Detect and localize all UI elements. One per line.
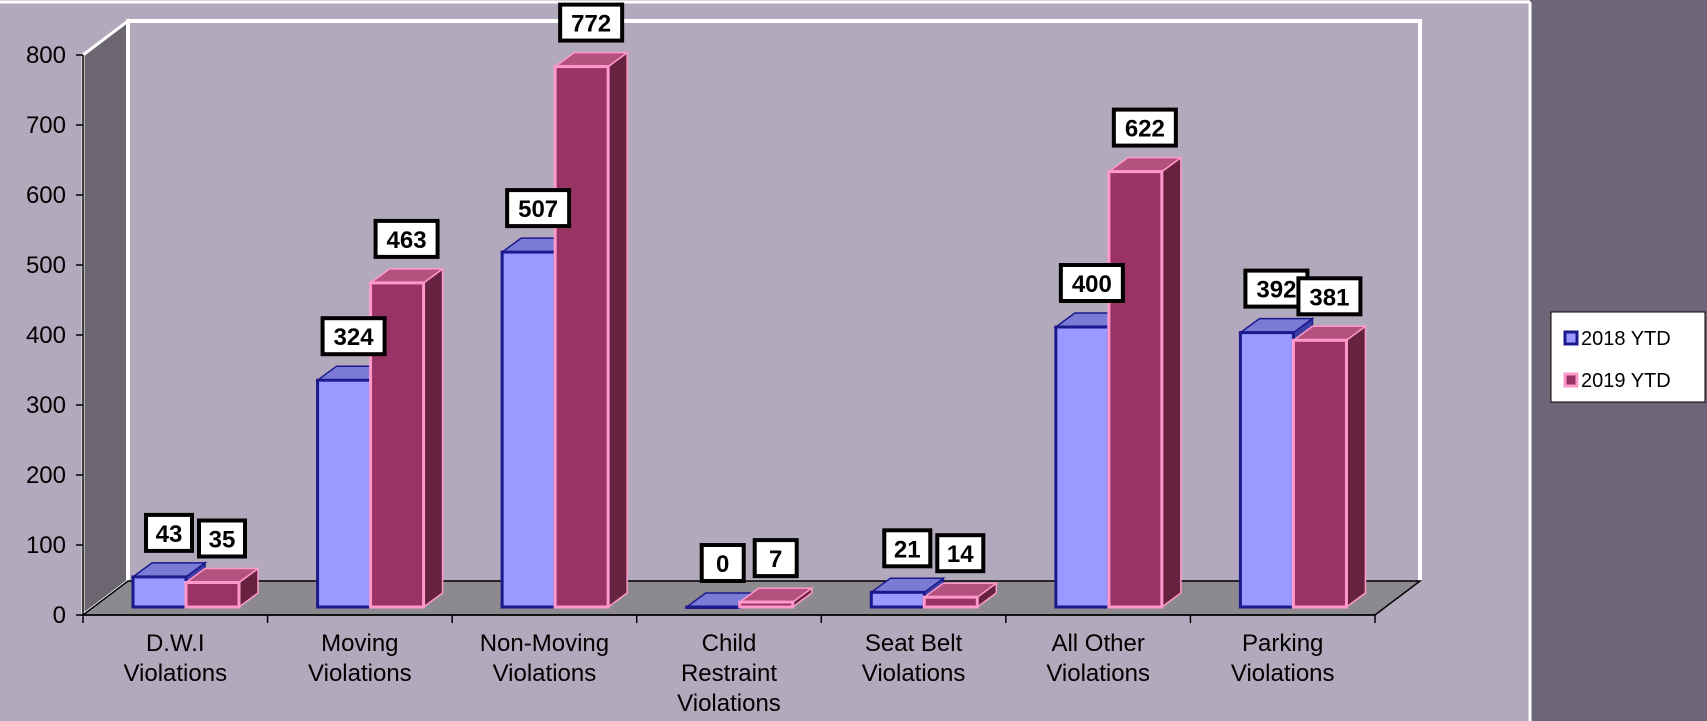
data-label-box: [144, 512, 194, 553]
data-label-text: 772: [571, 11, 611, 38]
legend-label: 2019 YTD: [1581, 370, 1671, 392]
data-label-box: [935, 533, 986, 574]
bar-side: [1161, 156, 1182, 609]
bar-front: [1238, 331, 1295, 609]
y-tick-label: 500: [26, 252, 66, 279]
data-label-box: [197, 518, 247, 559]
bar-2019: [922, 581, 999, 609]
data-label: 35: [197, 518, 247, 559]
legend-label: 2018 YTD: [1581, 328, 1671, 350]
data-label: 772: [558, 2, 625, 43]
data-label-text: 14: [947, 541, 974, 568]
data-label-text: 7: [769, 546, 782, 573]
bar-side: [607, 51, 628, 609]
y-tick-label: 0: [53, 602, 66, 629]
bar-front: [553, 65, 610, 609]
data-label-text: 324: [334, 324, 375, 351]
bar-2019: [183, 567, 261, 609]
y-tick-label: 800: [26, 42, 66, 69]
back-wall-border: [126, 19, 1422, 581]
bar-2019: [1106, 156, 1184, 609]
x-tick-label: D.W.I Violations: [123, 630, 227, 687]
bar-front: [316, 378, 373, 609]
y-tick-label: 400: [26, 322, 66, 349]
data-label: 7: [752, 538, 799, 579]
data-label-text: 0: [716, 551, 729, 578]
bar-front: [922, 595, 979, 609]
data-label-text: 35: [209, 527, 236, 554]
data-label-text: 21: [894, 536, 921, 563]
data-label-box: [1058, 263, 1125, 303]
bar-side: [422, 267, 444, 609]
data-label: 622: [1111, 107, 1178, 148]
data-label-text: 622: [1125, 116, 1165, 143]
bar-front: [685, 605, 742, 609]
bar-front: [1054, 325, 1111, 609]
x-tick-label: All Other Violations: [1046, 630, 1150, 687]
data-label-box: [320, 316, 387, 357]
data-label-box: [1296, 276, 1363, 317]
x-tick-label: Moving Violations: [308, 630, 412, 687]
legend-swatch: [1563, 372, 1579, 388]
data-label: 381: [1296, 276, 1363, 317]
legend: 2018 YTD 2019 YTD: [1550, 311, 1706, 403]
bar-front: [1107, 170, 1164, 609]
x-tick-label: Parking Violations: [1231, 630, 1335, 687]
data-label-box: [882, 528, 933, 569]
data-label-box: [699, 543, 746, 583]
data-label: 324: [320, 316, 387, 357]
data-label-text: 392: [1256, 277, 1296, 304]
x-tick-label: Child Restraint Violations: [677, 630, 781, 717]
bar-front: [500, 250, 557, 609]
x-tick-label: Seat Belt Violations: [862, 630, 966, 687]
data-label-box: [373, 218, 440, 259]
y-tick-label: 100: [26, 532, 66, 559]
data-label: 43: [144, 512, 194, 553]
data-label-box: [558, 2, 625, 43]
data-label-text: 463: [387, 227, 427, 254]
data-label: 21: [882, 528, 933, 569]
y-tick-label: 600: [26, 182, 66, 209]
x-tick-label: Non-Moving Violations: [480, 630, 609, 687]
data-label: 463: [373, 218, 440, 259]
y-tick-label: 200: [26, 462, 66, 489]
data-label-text: 381: [1309, 284, 1349, 311]
data-label-box: [505, 188, 572, 229]
data-label: 14: [935, 533, 986, 574]
left-wall: [81, 17, 130, 619]
y-tick-label: 300: [26, 392, 66, 419]
data-label-text: 507: [518, 196, 558, 223]
bar-front: [1291, 338, 1348, 609]
bar-front: [184, 581, 241, 609]
legend-swatch: [1563, 330, 1579, 346]
data-label: 507: [505, 188, 572, 229]
bar-2019: [552, 51, 630, 609]
bar-front: [738, 600, 795, 609]
bar-side: [1345, 324, 1367, 609]
bar-front: [869, 590, 926, 609]
bar-2019: [1291, 324, 1368, 609]
bar-2019: [737, 586, 814, 609]
y-tick-label: 700: [26, 112, 66, 139]
data-label: 400: [1058, 263, 1125, 303]
bar-front: [131, 575, 188, 609]
data-label-text: 400: [1072, 271, 1112, 298]
data-label: 0: [699, 543, 746, 583]
data-label-text: 43: [156, 521, 183, 548]
data-label-box: [752, 538, 799, 579]
data-label-box: [1111, 107, 1178, 148]
